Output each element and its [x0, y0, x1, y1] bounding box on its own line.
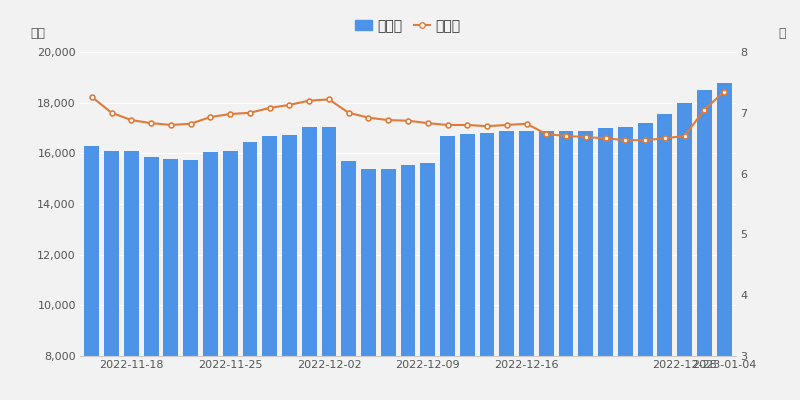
Bar: [361, 169, 376, 400]
Legend: 持有量, 收盘价: 持有量, 收盘价: [350, 13, 466, 38]
Bar: [440, 136, 455, 400]
Bar: [124, 151, 138, 400]
Bar: [401, 166, 415, 400]
Bar: [460, 134, 474, 400]
Bar: [618, 127, 633, 400]
Bar: [183, 160, 198, 400]
Bar: [163, 159, 178, 400]
Bar: [480, 133, 494, 400]
Text: 元: 元: [778, 27, 786, 40]
Bar: [262, 136, 277, 400]
Bar: [578, 131, 594, 400]
Bar: [242, 142, 258, 400]
Bar: [85, 146, 99, 400]
Bar: [322, 127, 336, 400]
Bar: [499, 130, 514, 400]
Bar: [203, 152, 218, 400]
Bar: [144, 157, 158, 400]
Bar: [222, 151, 238, 400]
Bar: [302, 127, 317, 400]
Bar: [697, 90, 712, 400]
Bar: [519, 130, 534, 400]
Bar: [598, 128, 613, 400]
Bar: [558, 131, 574, 400]
Bar: [104, 151, 119, 400]
Bar: [717, 83, 731, 400]
Bar: [342, 162, 356, 400]
Bar: [678, 103, 692, 400]
Bar: [381, 169, 396, 400]
Bar: [420, 164, 435, 400]
Bar: [658, 114, 672, 400]
Bar: [638, 123, 653, 400]
Bar: [539, 131, 554, 400]
Text: 万股: 万股: [31, 27, 46, 40]
Bar: [282, 135, 297, 400]
